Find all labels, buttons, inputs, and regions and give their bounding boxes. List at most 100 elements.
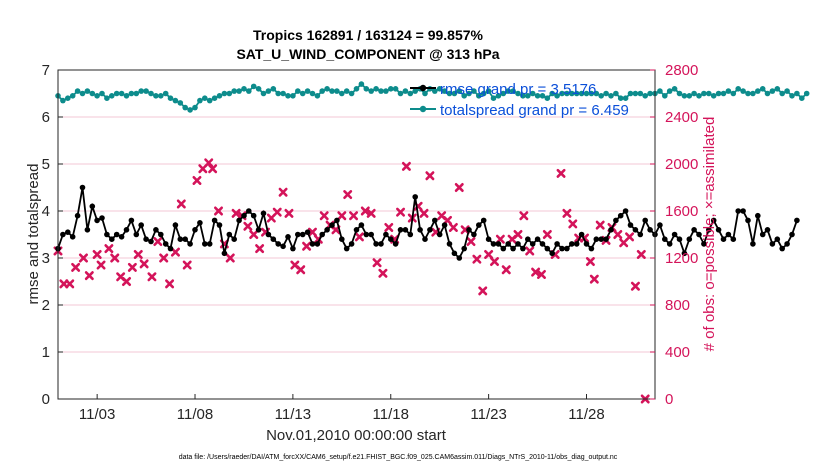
rmse-point	[339, 236, 345, 242]
rmse-point	[324, 227, 330, 233]
assimilated-count-point	[472, 254, 482, 264]
rmse-point	[314, 241, 321, 247]
rmse-point	[226, 231, 233, 238]
rmse-point	[529, 241, 536, 247]
rmse-point	[578, 231, 585, 238]
totalspread-point	[539, 93, 546, 99]
rmse-point	[358, 222, 365, 228]
assimilated-count-point	[71, 262, 81, 272]
totalspread-point	[104, 95, 110, 101]
totalspread-point	[226, 90, 233, 97]
totalspread-point	[285, 93, 291, 99]
right-y-tick-label: 800	[665, 297, 690, 314]
totalspread-point	[710, 93, 717, 99]
totalspread-point	[529, 90, 536, 97]
rmse-point	[608, 227, 614, 233]
rmse-point	[246, 208, 252, 214]
assimilated-count-point	[425, 171, 435, 181]
assimilated-count-point	[104, 244, 114, 254]
totalspread-point	[295, 88, 301, 94]
rmse-point	[309, 241, 316, 247]
rmse-point	[383, 231, 389, 238]
assimilated-count-point	[122, 276, 132, 287]
rmse-point	[388, 236, 394, 242]
rmse-point	[417, 227, 423, 233]
legend-spread-marker	[419, 105, 427, 113]
totalspread-point	[598, 93, 604, 99]
assimilated-count-point	[630, 281, 640, 291]
totalspread-point	[774, 86, 781, 92]
totalspread-point	[544, 95, 551, 101]
totalspread-point	[363, 86, 370, 92]
assimilated-count-point	[231, 208, 241, 218]
rmse-point	[456, 255, 463, 261]
right-y-axis-ticks: 0 400 800 1200 1600 2000 2400 2800	[650, 62, 698, 408]
rmse-point	[691, 227, 697, 233]
totalspread-point	[329, 88, 335, 94]
rmse-point	[158, 231, 164, 238]
assimilated-count-point	[243, 221, 253, 231]
x-tick-label: 11/03	[79, 406, 115, 423]
assimilated-count-point	[278, 187, 288, 197]
rmse-point	[373, 241, 379, 247]
totalspread-point	[89, 90, 96, 97]
totalspread-point	[324, 86, 330, 92]
rmse-point	[285, 234, 291, 240]
rmse-point	[632, 227, 639, 233]
assimilated-count-point	[272, 207, 282, 217]
rmse-point	[676, 236, 683, 242]
totalspread-point	[79, 90, 86, 97]
totalspread-point	[515, 90, 521, 97]
assimilated-count-point	[249, 230, 259, 239]
right-y-tick-label: 2800	[665, 62, 698, 79]
x-tick-label: 11/23	[470, 406, 506, 423]
x-axis-ticks: 11/03 11/08 11/13 11/18 11/23 11/28	[79, 394, 605, 423]
assimilated-count-point	[489, 257, 499, 267]
assimilated-count-point	[636, 249, 646, 259]
totalspread-point	[109, 93, 115, 99]
totalspread-point	[681, 93, 688, 99]
rmse-point	[334, 217, 340, 224]
totalspread-point	[671, 86, 678, 92]
rmse-point	[422, 236, 428, 242]
rmse-point	[544, 245, 551, 252]
y-axis-label: rmse and totalspread	[25, 164, 42, 305]
totalspread-point	[260, 90, 267, 97]
totalspread-point	[647, 90, 653, 97]
rmse-point	[241, 212, 247, 219]
rmse-point	[617, 212, 624, 219]
x-tick-label: 11/08	[177, 406, 213, 423]
x-axis-label: Nov.01,2010 00:00:00 start	[266, 427, 447, 444]
totalspread-point	[662, 93, 668, 99]
rmse-point	[622, 208, 629, 214]
rmse-point	[143, 236, 149, 242]
rmse-point	[295, 231, 301, 238]
legend-rmse-marker	[419, 84, 427, 92]
totalspread-point	[153, 93, 159, 99]
rmse-point	[270, 236, 277, 242]
totalspread-point	[216, 93, 223, 99]
assimilated-count-point	[454, 183, 464, 192]
rmse-point	[441, 222, 448, 228]
totalspread-point	[696, 93, 702, 99]
totalspread-point	[617, 95, 624, 101]
assimilated-count-point	[127, 262, 137, 272]
totalspread-point	[383, 88, 389, 94]
rmse-point	[407, 231, 414, 238]
totalspread-point	[505, 88, 512, 94]
rmse-point	[128, 217, 135, 224]
y-tick-label: 7	[42, 62, 50, 79]
totalspread-point	[353, 86, 360, 92]
totalspread-point	[290, 93, 296, 99]
y-tick-label: 5	[42, 156, 50, 173]
rmse-point	[539, 241, 546, 247]
assimilated-count-point	[378, 268, 388, 278]
rmse-point	[715, 227, 722, 233]
y-tick-label: 3	[42, 250, 50, 267]
totalspread-point	[167, 95, 174, 101]
assimilated-count-point	[170, 247, 180, 257]
rmse-point	[167, 245, 174, 252]
totalspread-point	[402, 88, 409, 94]
totalspread-point	[490, 95, 497, 101]
totalspread-point	[779, 90, 785, 97]
